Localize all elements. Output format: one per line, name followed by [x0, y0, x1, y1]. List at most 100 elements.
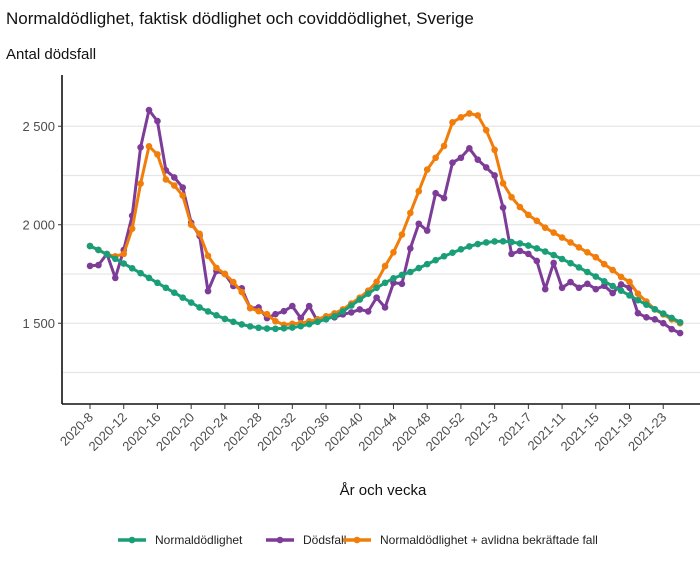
data-point [432, 154, 439, 162]
data-point [600, 282, 608, 290]
data-point [196, 230, 203, 238]
data-point [179, 294, 187, 301]
data-point [457, 154, 465, 162]
data-point [474, 240, 482, 248]
data-point [120, 260, 128, 267]
data-point [457, 246, 465, 253]
data-point [668, 325, 675, 333]
data-point [668, 314, 675, 322]
data-point [154, 117, 161, 125]
y-tick-label: 2 500 [22, 119, 55, 134]
data-point [533, 217, 541, 225]
data-point [659, 319, 667, 327]
data-point [339, 308, 347, 315]
data-point [592, 253, 600, 261]
data-point [550, 251, 557, 259]
data-point [407, 245, 414, 252]
data-point [617, 273, 625, 281]
data-point [171, 182, 178, 189]
data-point [373, 294, 380, 301]
legend-item: Normaldödlighet + avlidna bekräftade fal… [343, 533, 598, 547]
data-point [482, 126, 490, 134]
legend-label: Normaldödlighet [155, 533, 243, 547]
data-point [609, 289, 616, 297]
data-point [575, 244, 583, 251]
data-point [305, 320, 313, 328]
data-point [525, 242, 532, 249]
y-tick-label: 2 000 [22, 218, 55, 233]
data-point [550, 229, 557, 236]
data-point [305, 302, 313, 310]
data-point [137, 269, 144, 277]
data-point [449, 249, 456, 256]
data-point [474, 156, 482, 164]
data-point [508, 238, 515, 246]
data-point [280, 325, 288, 332]
y-axis-label: Antal dödsfall [6, 46, 96, 63]
data-point [390, 279, 397, 287]
data-point [331, 313, 338, 320]
data-point [398, 280, 406, 288]
data-point [196, 304, 203, 311]
data-point [407, 209, 414, 217]
data-point [643, 301, 650, 309]
data-point [415, 187, 423, 195]
data-point [584, 280, 591, 288]
data-point [398, 231, 406, 238]
data-point [137, 180, 144, 187]
data-point [466, 110, 473, 117]
data-point [525, 250, 532, 258]
data-point [676, 329, 684, 337]
data-point [381, 304, 389, 311]
data-point [373, 284, 380, 292]
data-point [516, 240, 524, 247]
data-point [179, 184, 187, 191]
data-point [230, 318, 237, 326]
data-point [204, 287, 212, 295]
data-point [289, 324, 296, 331]
data-point [584, 249, 591, 256]
data-point [381, 279, 389, 287]
data-point [482, 164, 490, 171]
data-point [415, 264, 423, 272]
data-point [508, 250, 515, 258]
data-point [541, 285, 549, 293]
y-ticks: 1 500 2 000 2 500 [22, 119, 62, 331]
data-point [634, 290, 642, 297]
x-axis-label: År och vecka [340, 482, 427, 499]
data-point [508, 193, 515, 201]
data-point [95, 246, 102, 254]
legend-item: Dödsfall [266, 533, 346, 547]
data-point [407, 268, 414, 276]
data-point [584, 268, 591, 276]
data-point [255, 307, 262, 315]
data-point [617, 281, 625, 288]
data-point [263, 325, 271, 332]
data-point [272, 325, 279, 333]
data-point [516, 247, 524, 255]
legend: Normaldödlighet Dödsfall Normaldödlighet +… [118, 533, 598, 547]
data-point [676, 318, 684, 326]
x-tick-label: 2021-3 [462, 410, 501, 449]
legend-item: Normaldödlighet [118, 533, 243, 547]
data-point [111, 274, 119, 282]
data-point [533, 257, 541, 265]
data-point [145, 274, 153, 282]
data-point [575, 284, 583, 292]
series-1 [86, 106, 684, 337]
data-point [449, 159, 456, 166]
data-point [280, 307, 288, 315]
series-line [89, 111, 681, 327]
data-point [128, 264, 136, 272]
data-point [348, 302, 355, 309]
data-point [440, 194, 448, 202]
data-point [541, 224, 549, 231]
data-point [272, 317, 279, 325]
data-point [491, 172, 498, 179]
data-point [440, 252, 448, 260]
data-point [466, 243, 473, 250]
data-point [609, 282, 616, 290]
data-point [246, 304, 254, 312]
data-point [145, 143, 153, 150]
series-group [86, 106, 684, 337]
